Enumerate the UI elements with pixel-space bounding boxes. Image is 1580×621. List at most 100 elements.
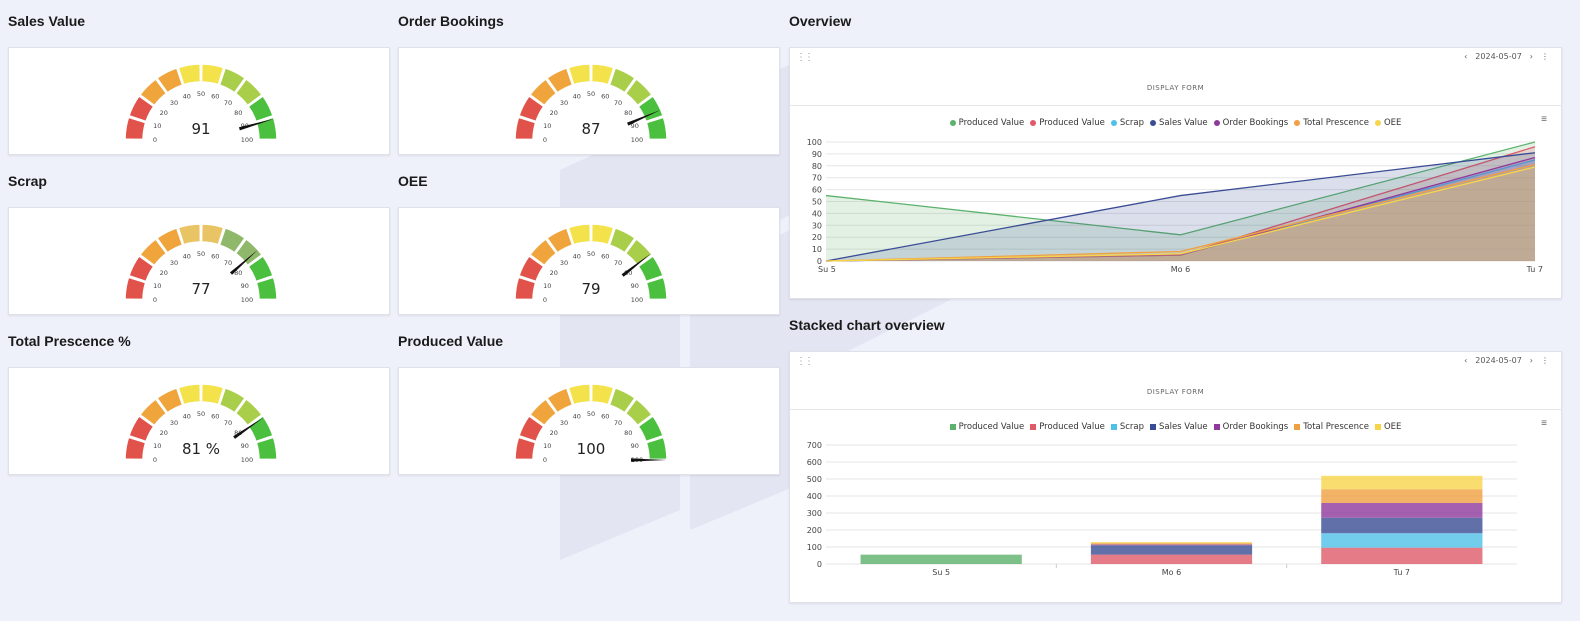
- gauge-tick-label: 100: [631, 136, 643, 144]
- legend-item[interactable]: Sales Value: [1149, 422, 1208, 432]
- x-tick-label: Su 5: [932, 568, 950, 577]
- gauge-segment: [200, 383, 225, 406]
- gauge-tick-label: 10: [153, 282, 161, 290]
- bar-segment[interactable]: [1321, 533, 1483, 548]
- gauge-tick-label: 60: [601, 252, 609, 260]
- gauge-tick-label: 30: [560, 99, 568, 107]
- gauge-tick-label: 80: [234, 109, 242, 117]
- gauge-tick-label: 0: [153, 456, 157, 464]
- chevron-right-icon[interactable]: ›: [1529, 356, 1533, 365]
- more-vertical-icon[interactable]: ⋮: [1541, 356, 1549, 365]
- bar-segment[interactable]: [1090, 543, 1253, 545]
- bar-segment[interactable]: [1321, 517, 1483, 534]
- drag-handle-icon[interactable]: ⋮⋮: [796, 52, 814, 63]
- overview-title: Overview: [789, 13, 852, 29]
- gauge-segment: [124, 116, 147, 141]
- series-line[interactable]: [825, 152, 1536, 262]
- legend-marker: [1110, 424, 1117, 430]
- legend-item[interactable]: Order Bookings: [1213, 422, 1288, 432]
- legend-item[interactable]: Produced Value: [1030, 422, 1105, 432]
- gauge-segment: [177, 383, 202, 406]
- legend-item[interactable]: Produced Value: [949, 422, 1024, 432]
- chevron-left-icon[interactable]: ‹: [1464, 52, 1468, 61]
- date-display[interactable]: 2024-05-07: [1475, 356, 1522, 365]
- legend-item[interactable]: OEE: [1374, 422, 1401, 432]
- gauge-segment: [128, 254, 155, 283]
- y-tick-label: 300: [807, 509, 822, 518]
- gauge-tick-label: 30: [560, 419, 568, 427]
- gauge-segment: [218, 67, 247, 94]
- series-line[interactable]: [825, 163, 1536, 262]
- gauge-dial: 0102030405060708090100100: [514, 383, 668, 464]
- legend-marker: [949, 424, 956, 430]
- x-tick-label: Mo 6: [1171, 265, 1190, 274]
- series-line[interactable]: [825, 166, 1536, 262]
- legend-item[interactable]: Order Bookings: [1213, 118, 1288, 128]
- gauge-tick-label: 40: [573, 92, 581, 100]
- gauge-tick-label: 50: [197, 250, 205, 258]
- gauge-segment: [645, 116, 668, 141]
- area-fill: [826, 152, 1535, 261]
- chevron-left-icon[interactable]: ‹: [1464, 356, 1468, 365]
- y-tick-label: 400: [807, 492, 822, 501]
- more-vertical-icon[interactable]: ⋮: [1541, 52, 1549, 61]
- bar-segment[interactable]: [1321, 547, 1483, 564]
- gauge-value: 100: [577, 440, 606, 458]
- gauge-segment: [234, 237, 264, 267]
- bar-segment[interactable]: [1090, 544, 1253, 546]
- bar-segment[interactable]: [1321, 475, 1483, 490]
- legend-label: Total Prescence: [1303, 422, 1369, 432]
- gauge-needle: [631, 458, 667, 462]
- y-tick-label: 40: [812, 209, 822, 218]
- bar-segment[interactable]: [1090, 545, 1253, 555]
- legend-item[interactable]: Scrap: [1110, 422, 1144, 432]
- y-tick-label: 50: [812, 198, 822, 207]
- bar-segment[interactable]: [860, 554, 1022, 564]
- x-tick-label: Su 5: [818, 265, 836, 274]
- x-tick-label: Tu 7: [1526, 265, 1543, 274]
- y-tick-label: 0: [817, 560, 822, 569]
- series-line[interactable]: [825, 141, 1536, 236]
- legend-item[interactable]: Sales Value: [1149, 118, 1208, 128]
- gauge-tick-label: 20: [550, 109, 558, 117]
- gauge-tick-label: 80: [234, 429, 242, 437]
- gauge-segment: [518, 414, 545, 443]
- gauge-tick-label: 100: [241, 456, 253, 464]
- gauge-tick-label: 90: [241, 282, 249, 290]
- bar-segment[interactable]: [1090, 542, 1253, 544]
- legend-marker: [949, 120, 956, 126]
- legend-item[interactable]: Total Prescence: [1294, 118, 1369, 128]
- gauge-tick-label: 30: [170, 259, 178, 267]
- drag-handle-icon[interactable]: ⋮⋮: [796, 356, 814, 367]
- legend-item[interactable]: Produced Value: [949, 118, 1024, 128]
- gauge-tick-label: 70: [224, 259, 232, 267]
- gauge-value: 87: [581, 120, 600, 138]
- gauge-segment: [138, 397, 168, 427]
- legend-item[interactable]: Total Prescence: [1294, 422, 1369, 432]
- chevron-right-icon[interactable]: ›: [1529, 52, 1533, 61]
- date-navigator: ‹ 2024-05-07 › ⋮: [1464, 356, 1549, 365]
- gauge-tick-label: 10: [543, 442, 551, 450]
- legend-marker: [1149, 424, 1156, 430]
- gauge-tick-label: 90: [631, 122, 639, 130]
- hamburger-menu-icon[interactable]: ≡: [1541, 114, 1547, 125]
- bar-segment[interactable]: [1321, 502, 1483, 518]
- gauge-segment: [624, 397, 654, 427]
- gauge-tick-label: 80: [624, 429, 632, 437]
- gauge-tick-label: 100: [241, 296, 253, 304]
- gauge-tick-label: 90: [631, 442, 639, 450]
- gauge-segment: [155, 67, 184, 94]
- gauge-tick-label: 80: [624, 109, 632, 117]
- gauge-segment: [624, 237, 654, 267]
- gauge-segment: [518, 254, 545, 283]
- legend-item[interactable]: OEE: [1374, 118, 1401, 128]
- legend-item[interactable]: Produced Value: [1030, 118, 1105, 128]
- legend-item[interactable]: Scrap: [1110, 118, 1144, 128]
- date-display[interactable]: 2024-05-07: [1475, 52, 1522, 61]
- hamburger-menu-icon[interactable]: ≡: [1541, 418, 1547, 429]
- gauge-segment: [138, 237, 168, 267]
- gauge-title: Order Bookings: [398, 13, 504, 29]
- bar-segment[interactable]: [1321, 489, 1483, 503]
- bar-segment[interactable]: [1090, 554, 1253, 564]
